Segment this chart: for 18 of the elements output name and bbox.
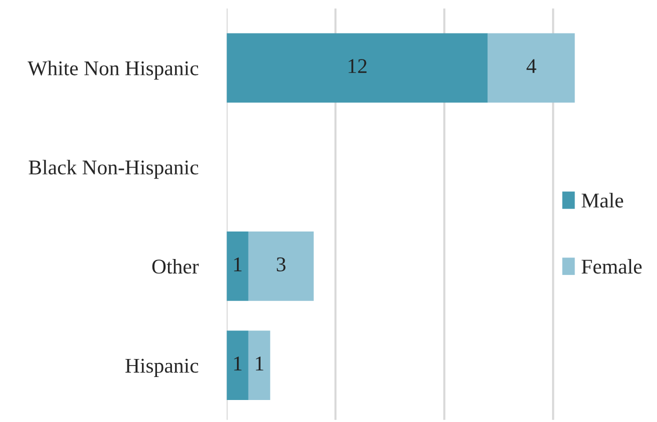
- legend-label: Female: [582, 259, 642, 274]
- bar: [488, 33, 575, 103]
- data-label: 12: [348, 59, 367, 73]
- y-tick-label: Hispanic: [125, 358, 198, 378]
- bar: [226, 232, 248, 301]
- bar: [226, 33, 488, 103]
- data-label: 3: [276, 257, 286, 272]
- data-label: 1: [234, 257, 242, 272]
- y-tick-label: Black Non-Hispanic: [28, 160, 198, 179]
- data-label: 1: [234, 356, 242, 370]
- bar: [248, 232, 314, 301]
- data-label: 1: [256, 356, 264, 370]
- legend-label: Male: [582, 192, 624, 208]
- y-tick-label: White Non Hispanic: [28, 60, 198, 80]
- data-label: 4: [526, 59, 536, 73]
- y-tick-label: Other: [152, 258, 199, 274]
- bar: [248, 330, 270, 400]
- bar: [226, 330, 248, 400]
